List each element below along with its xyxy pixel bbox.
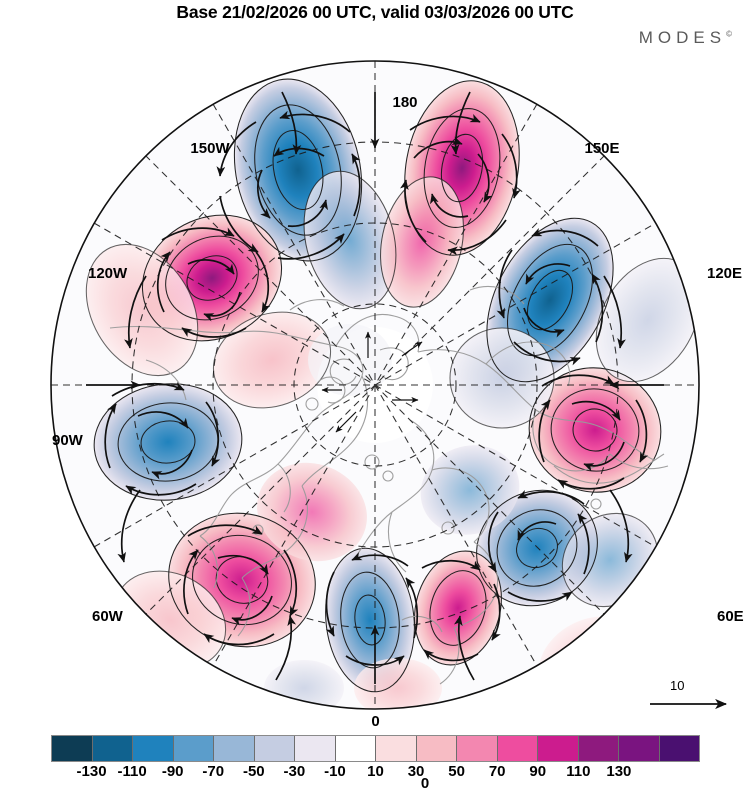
graticule <box>51 61 699 709</box>
wind-vectors <box>85 91 665 685</box>
colorbar-swatch <box>619 736 660 761</box>
colorbar: -130 -110 -90 -70 -50 -30 -10 10 30 50 70 90 110 130 … <box>51 713 700 783</box>
colorbar-swatch <box>254 736 295 761</box>
colorbar-tick-label: 130 <box>606 763 632 780</box>
colorbar-tick-label: -30 <box>283 763 306 780</box>
colorbar-tick-label: -130 <box>76 763 107 780</box>
colorbar-tick-label: 30 <box>407 763 425 780</box>
colorbar-tick-label: 90 <box>529 763 547 780</box>
colorbar-swatch <box>497 736 538 761</box>
colorbar-tick-label: 10 <box>367 763 384 780</box>
colorbar-swatch <box>457 736 498 761</box>
colorbar-swatch <box>578 736 619 761</box>
longitude-label-120e: 120E <box>707 265 743 282</box>
colorbar-swatch <box>133 736 174 761</box>
colorbar-swatch <box>335 736 376 761</box>
colorbar-tick-label: -90 <box>161 763 184 780</box>
colorbar-swatch <box>659 736 699 761</box>
longitude-label-150e: 150E <box>584 140 620 157</box>
wind-scale-legend: 10 <box>648 678 744 718</box>
anomaly-field <box>51 61 699 709</box>
colorbar-tick-label: -110 <box>117 763 147 780</box>
colorbar-swatches <box>51 735 700 762</box>
longitude-label-180: 180 <box>392 94 418 111</box>
colorbar-tick-label: -10 <box>324 763 346 780</box>
longitude-label-120w: 120W <box>88 265 128 282</box>
colorbar-swatch <box>52 736 93 761</box>
colorbar-ticks: -130 -110 -90 -70 -50 -30 -10 10 30 50 70 90 110 130 <box>51 763 700 783</box>
colorbar-tick-label: 70 <box>488 763 506 780</box>
colorbar-tick-label: -50 <box>242 763 265 780</box>
colorbar-zero-marker: 0 <box>371 713 380 730</box>
colorbar-tick-label: 50 <box>448 763 465 780</box>
polar-map-canvas <box>50 60 700 710</box>
page-title: Base 21/02/2026 00 UTC, valid 03/03/2026… <box>176 2 574 22</box>
wind-scale-label: 10 <box>670 678 685 693</box>
colorbar-swatch <box>416 736 457 761</box>
colorbar-swatch <box>376 736 417 761</box>
polar-map: 180150W120W90W60W30W030E60E90E120E150E <box>50 60 744 792</box>
colorbar-swatch <box>92 736 133 761</box>
longitude-label-90w: 90W <box>52 432 83 449</box>
colorbar-swatch <box>295 736 336 761</box>
modes-logo-text: MODES <box>638 28 727 47</box>
longitude-label-150w: 150W <box>190 140 230 157</box>
colorbar-swatch <box>173 736 214 761</box>
colorbar-tick-label: -70 <box>202 763 225 780</box>
modes-logo: MODES© <box>639 28 732 48</box>
colorbar-swatch <box>538 736 579 761</box>
longitude-label-60w: 60W <box>92 608 123 625</box>
colorbar-swatch <box>214 736 255 761</box>
arrow-right-icon <box>650 698 728 710</box>
copyright-icon: © <box>726 29 732 39</box>
colorbar-tick-label: 110 <box>566 763 591 780</box>
map-boundary <box>50 60 700 710</box>
longitude-label-60e: 60E <box>717 608 744 625</box>
